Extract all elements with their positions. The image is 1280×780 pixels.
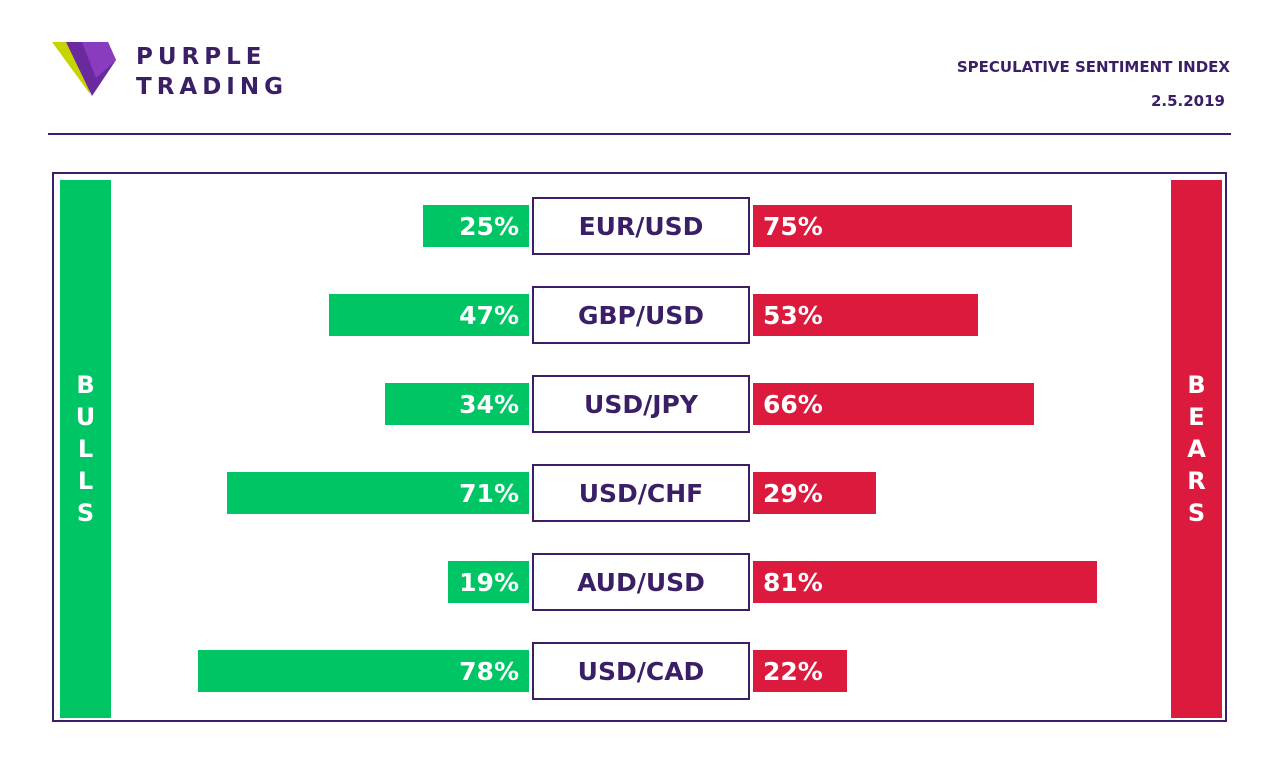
bears-side-bar: BEARS xyxy=(1171,180,1222,718)
bear-bar: 81% xyxy=(753,561,1098,603)
bulls-side-bar: BULLS xyxy=(60,180,111,718)
brand-name: PURPLE TRADING xyxy=(136,42,288,102)
currency-pair-label: USD/JPY xyxy=(532,375,750,433)
bear-bar: 22% xyxy=(753,650,847,692)
currency-pair-label: GBP/USD xyxy=(532,286,750,344)
currency-pair-label: USD/CHF xyxy=(532,464,750,522)
bull-bar: 34% xyxy=(384,383,529,425)
index-title: SPECULATIVE SENTIMENT INDEX xyxy=(956,58,1230,76)
currency-pair-label: USD/CAD xyxy=(532,642,750,700)
bear-bar: 66% xyxy=(753,383,1034,425)
bull-bar: 25% xyxy=(422,205,529,247)
brand-line-2: TRADING xyxy=(136,74,288,100)
bears-label: BEARS xyxy=(1187,371,1206,527)
bull-bar: 71% xyxy=(227,472,529,514)
bull-bar: 19% xyxy=(448,561,529,603)
bear-bar: 53% xyxy=(753,294,979,336)
bulls-label: BULLS xyxy=(75,371,96,527)
bear-bar: 29% xyxy=(753,472,877,514)
chart-frame xyxy=(52,172,1227,722)
logo-mark-icon xyxy=(52,42,116,96)
brand-line-1: PURPLE xyxy=(136,44,267,70)
currency-pair-label: AUD/USD xyxy=(532,553,750,611)
header-divider xyxy=(48,133,1231,135)
bear-bar: 75% xyxy=(753,205,1072,247)
index-date: 2.5.2019 xyxy=(1150,92,1225,110)
currency-pair-label: EUR/USD xyxy=(532,197,750,255)
bull-bar: 47% xyxy=(329,294,529,336)
bull-bar: 78% xyxy=(197,650,529,692)
logo: PURPLE TRADING xyxy=(52,38,312,102)
